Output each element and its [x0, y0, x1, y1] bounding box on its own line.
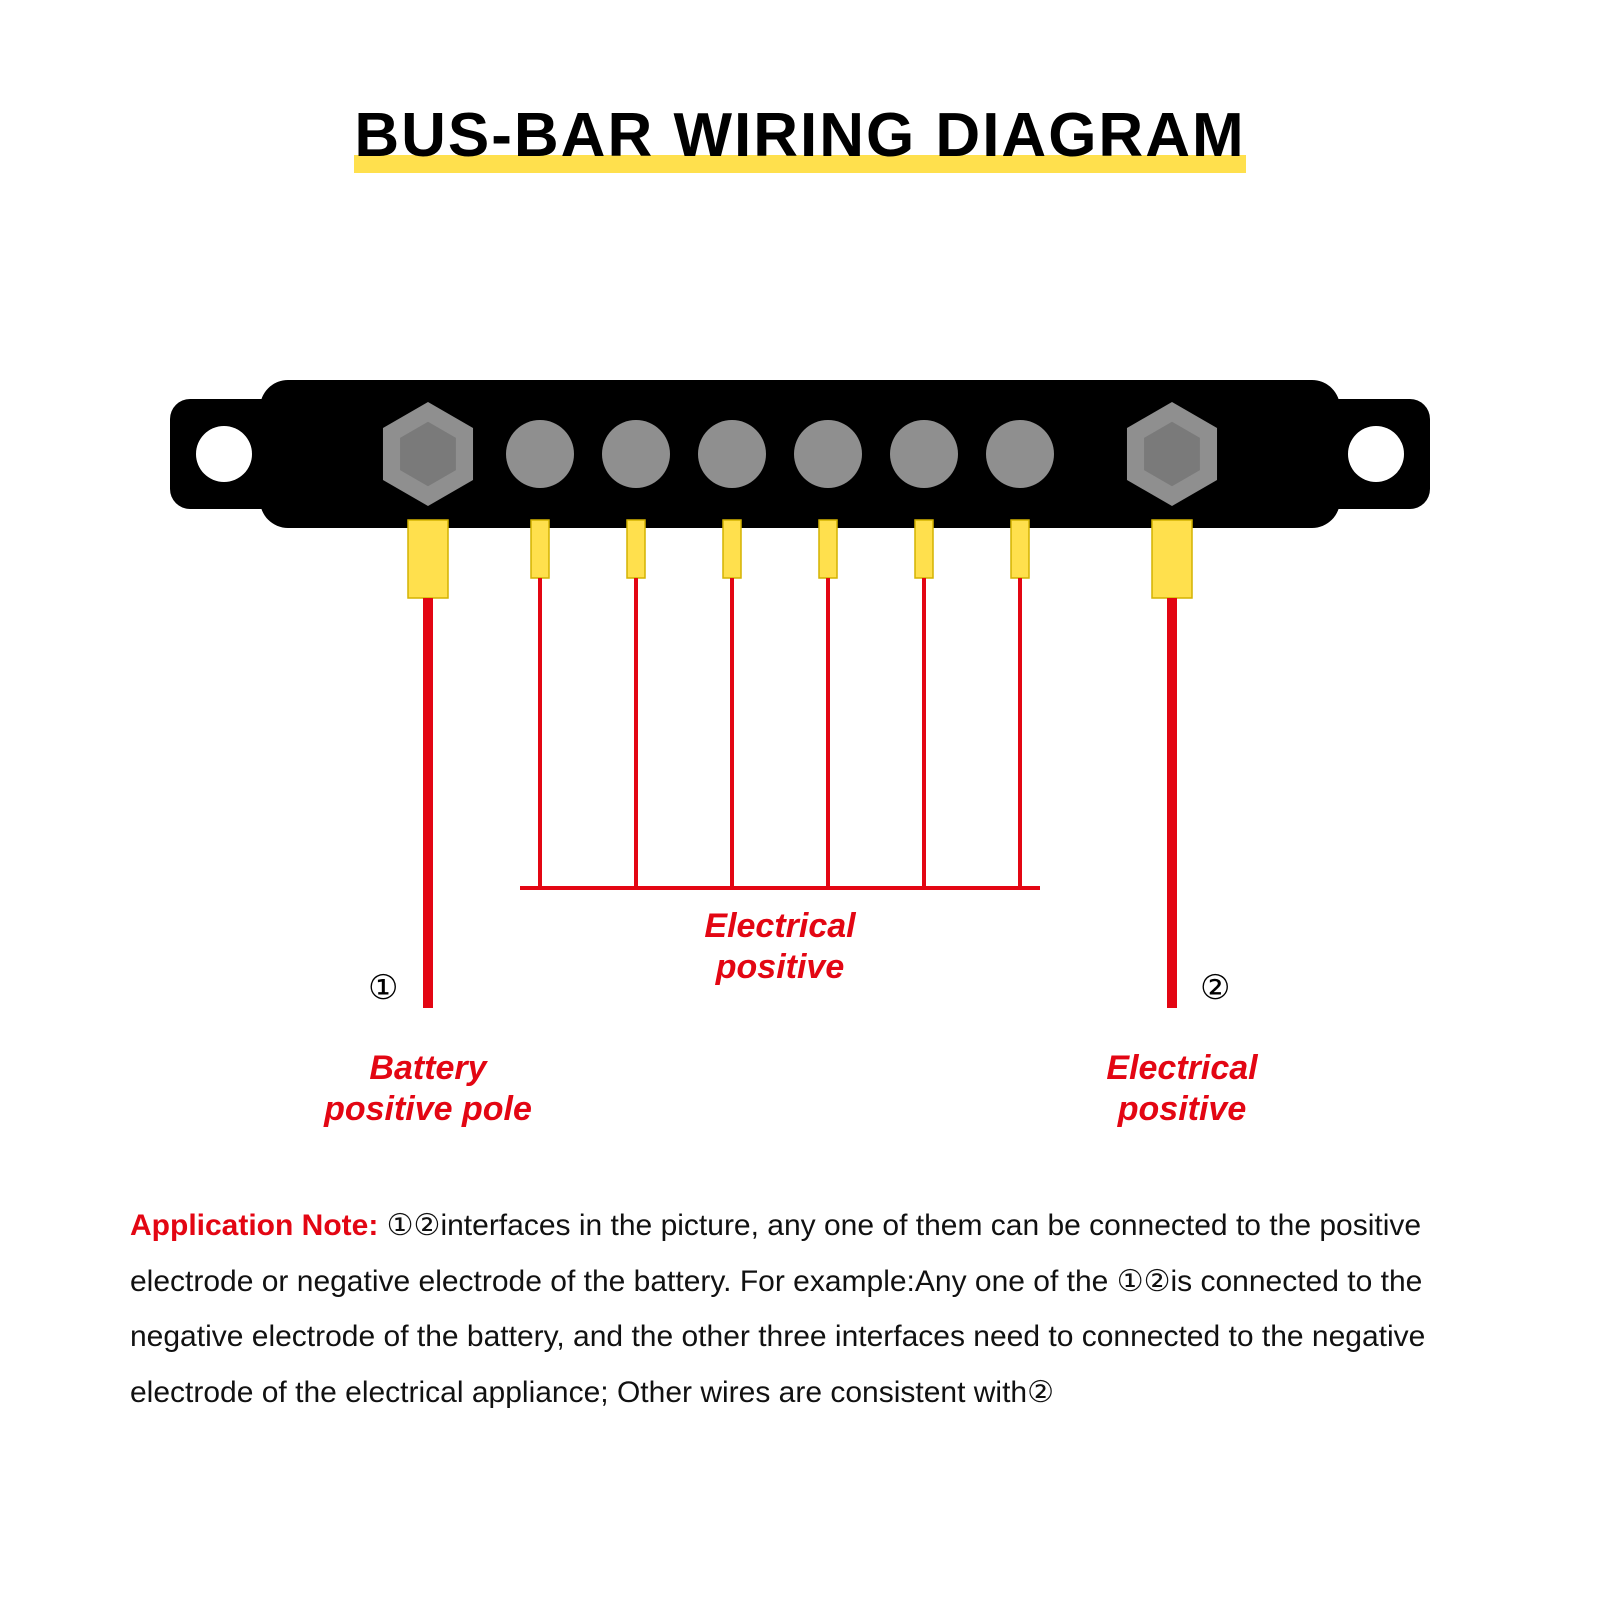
label-electrical-positive-mid: Electricalpositive	[660, 906, 900, 988]
marker-one: ①	[368, 968, 398, 1008]
note-heading: Application Note:	[130, 1209, 378, 1242]
title-inner: BUS-BAR WIRING DIAGRAM	[354, 100, 1245, 171]
label-electrical-positive-right: Electricalpositive	[1062, 1048, 1302, 1130]
label-battery-positive: Batterypositive pole	[288, 1048, 568, 1130]
wiring-diagram	[140, 380, 1460, 1145]
application-note: Application Note: ①②interfaces in the pi…	[130, 1198, 1470, 1420]
marker-two: ②	[1200, 968, 1230, 1008]
diagram-svg	[140, 380, 1460, 1140]
page-title: BUS-BAR WIRING DIAGRAM	[354, 100, 1245, 171]
title-wrap: BUS-BAR WIRING DIAGRAM	[0, 100, 1600, 171]
